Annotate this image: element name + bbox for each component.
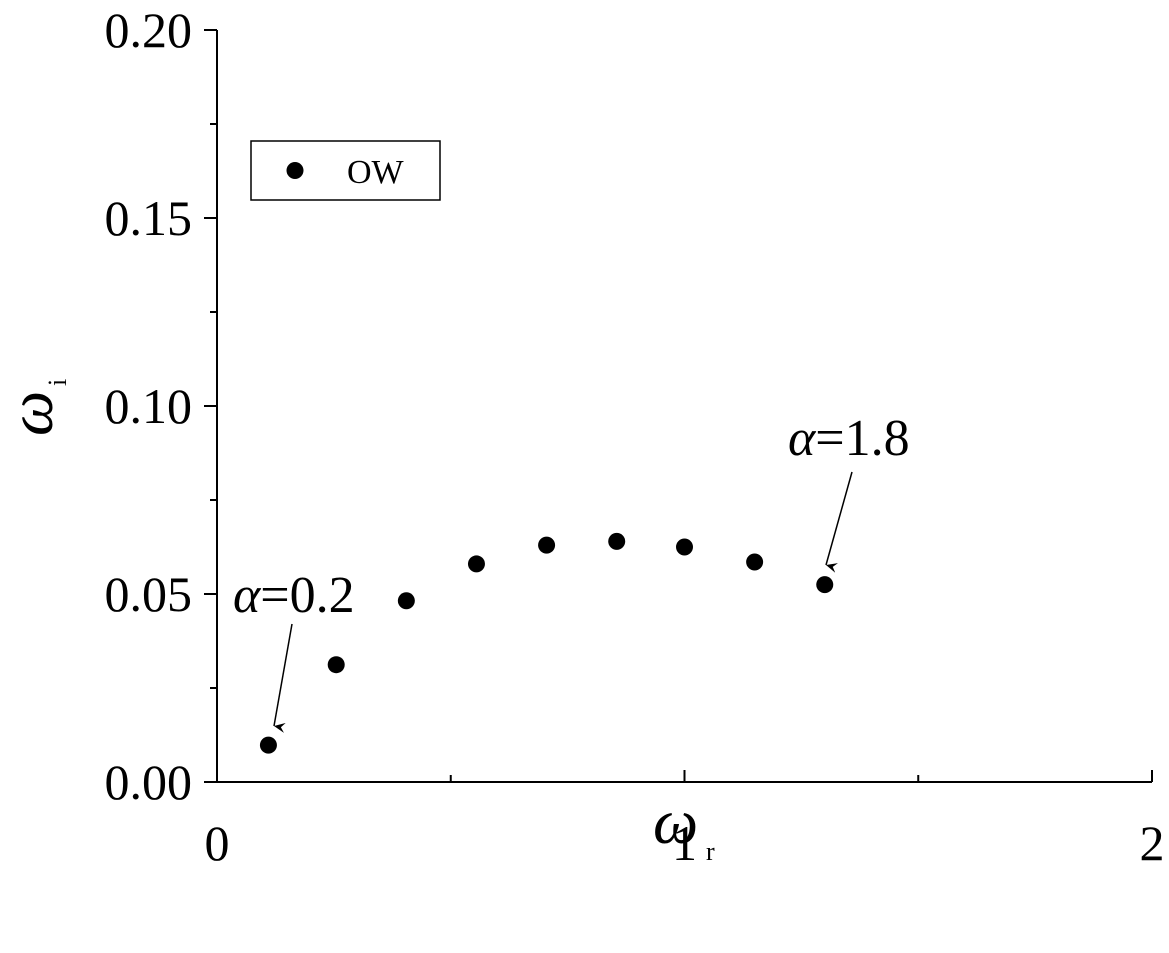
annotation-high-text: =1.8	[815, 410, 909, 467]
annotation-high-arrow	[825, 471, 853, 573]
svg-text:α=1.8: α=1.8	[788, 410, 910, 467]
legend-marker	[286, 162, 304, 179]
data-point	[816, 576, 834, 594]
y-axis-label-subscript: i	[43, 379, 72, 386]
x-axis-label: ω r	[653, 786, 715, 866]
annotation-low-arrow	[273, 623, 293, 733]
annotation-low-text: =0.2	[260, 567, 354, 624]
y-tick-label: 0.05	[105, 566, 193, 622]
data-point	[259, 736, 277, 754]
data-point	[327, 656, 345, 674]
svg-text:α=0.2: α=0.2	[233, 567, 355, 624]
data-point	[676, 538, 693, 556]
data-point	[538, 536, 556, 554]
data-point	[467, 555, 485, 573]
data-point	[746, 553, 764, 571]
y-tick-label: 0.15	[105, 190, 193, 246]
legend: OW	[250, 140, 441, 201]
annotations: α=0.2 α=1.8	[233, 410, 910, 733]
legend-label: OW	[347, 154, 405, 191]
legend-box	[250, 140, 441, 201]
data-points	[259, 532, 834, 754]
annotation-high-symbol: α	[788, 410, 817, 467]
annotation-high: α=1.8	[788, 410, 910, 573]
data-point	[397, 592, 415, 610]
data-point	[608, 532, 626, 550]
x-axis-label-symbol: ω	[653, 786, 698, 857]
y-tick-label: 0.10	[105, 378, 193, 434]
y-tick-label: 0.00	[105, 754, 193, 810]
tick-labels: 0 1 2 0.00 0.05 0.10 0.15 0.20	[105, 2, 1165, 871]
x-tick-label: 0	[205, 815, 230, 871]
y-axis-label-symbol: ω	[0, 391, 66, 436]
x-axis-label-subscript: r	[706, 837, 715, 866]
ticks	[204, 29, 1153, 783]
annotation-low: α=0.2	[233, 567, 355, 733]
x-tick-label: 2	[1140, 815, 1165, 871]
y-tick-label: 0.20	[105, 2, 193, 58]
x-tick-label: 1	[672, 815, 697, 871]
y-axis-label: ω i	[0, 379, 72, 436]
annotation-low-symbol: α	[233, 567, 262, 624]
